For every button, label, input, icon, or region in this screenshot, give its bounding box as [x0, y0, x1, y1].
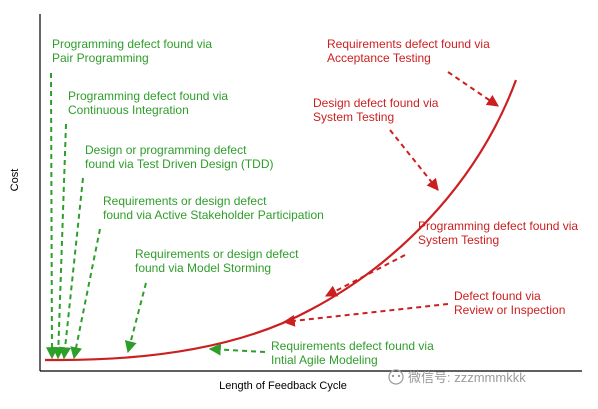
traditional-annotation: Defect found via Review or Inspection — [282, 289, 565, 327]
traditional-annotation-arrow — [447, 71, 499, 107]
agile-annotation-arrow — [45, 72, 58, 360]
traditional-annotations: Requirements defect found via Acceptance … — [282, 37, 578, 327]
agile-annotation: Requirements or design defect found via A… — [70, 194, 324, 360]
agile-annotations: Programming defect found via Pair Program… — [45, 37, 434, 367]
agile-annotation-text: Programming defect found via Continuous I… — [68, 89, 228, 117]
agile-annotation-text: Requirements or design defect found via A… — [103, 194, 324, 222]
wechat-icon-inner-2 — [397, 374, 401, 378]
y-axis-label: Cost — [9, 169, 21, 192]
agile-annotation-arrow — [59, 177, 84, 360]
agile-annotation-line: Requirements or design defect — [103, 194, 267, 208]
cost-curve — [45, 79, 518, 362]
traditional-annotation-text: Defect found via Review or Inspection — [454, 289, 565, 317]
traditional-annotation-arrow — [282, 303, 449, 327]
agile-annotation-line: Programming defect found via — [68, 89, 228, 103]
agile-annotation-line: Programming defect found via — [52, 37, 212, 51]
traditional-annotation-line: Programming defect found via — [418, 219, 578, 233]
agile-annotation-arrow — [52, 123, 67, 360]
traditional-annotation-line: Review or Inspection — [454, 303, 565, 317]
agile-annotation-line: Design or programming defect — [85, 143, 247, 157]
traditional-annotation-arrow — [389, 129, 439, 191]
agile-annotation-line: Continuous Integration — [68, 103, 189, 117]
agile-annotation-line: found via Test Driven Design (TDD) — [85, 157, 274, 171]
x-axis-label: Length of Feedback Cycle — [219, 380, 347, 392]
traditional-annotation: Design defect found via System Testing — [313, 96, 439, 191]
agile-annotation: Requirements or design defect found via M… — [124, 247, 299, 354]
watermark-text: 微信号: zzzmmmkkk — [408, 370, 526, 385]
agile-annotation-arrow — [70, 228, 101, 360]
traditional-annotation-text: Requirements defect found via Acceptance … — [327, 37, 490, 65]
agile-annotation-text: Requirements defect found via Intial Agil… — [271, 339, 434, 367]
agile-annotation: Design or programming defect found via Te… — [59, 143, 274, 360]
traditional-annotation-line: Requirements defect found via — [327, 37, 490, 51]
watermark: 微信号: zzzmmmkkk — [388, 369, 526, 385]
wechat-icon-inner — [391, 374, 395, 378]
traditional-annotation: Requirements defect found via Acceptance … — [327, 37, 499, 107]
traditional-annotation-line: System Testing — [313, 110, 394, 124]
agile-annotation: Programming defect found via Pair Program… — [45, 37, 212, 360]
agile-annotation-line: Requirements or design defect — [135, 247, 299, 261]
traditional-annotation-line: System Testing — [418, 233, 499, 247]
agile-annotation-line: found via Active Stakeholder Participati… — [103, 208, 324, 222]
agile-annotation-text: Design or programming defect found via Te… — [85, 143, 274, 171]
traditional-annotation-arrow — [324, 254, 406, 297]
traditional-annotation-line: Defect found via — [454, 289, 541, 303]
agile-annotation-line: Intial Agile Modeling — [271, 353, 378, 367]
agile-annotation-text: Requirements or design defect found via M… — [135, 247, 299, 275]
agile-annotation: Programming defect found via Continuous I… — [52, 89, 228, 360]
traditional-annotation-line: Design defect found via — [313, 96, 439, 110]
traditional-annotation-text: Programming defect found via System Testi… — [418, 219, 578, 247]
traditional-annotation-text: Design defect found via System Testing — [313, 96, 439, 124]
agile-annotation-arrow — [208, 343, 266, 356]
traditional-annotation-line: Acceptance Testing — [327, 51, 431, 65]
agile-annotation-line: Requirements defect found via — [271, 339, 434, 353]
agile-annotation-text: Programming defect found via Pair Program… — [52, 37, 212, 65]
agile-annotation-line: Pair Programming — [52, 51, 149, 65]
traditional-annotation: Programming defect found via System Testi… — [324, 219, 578, 297]
agile-annotation: Requirements defect found via Intial Agil… — [208, 339, 434, 367]
wechat-icon — [388, 369, 404, 385]
agile-annotation-arrow — [124, 282, 147, 354]
agile-annotation-line: found via Model Storming — [135, 261, 271, 275]
